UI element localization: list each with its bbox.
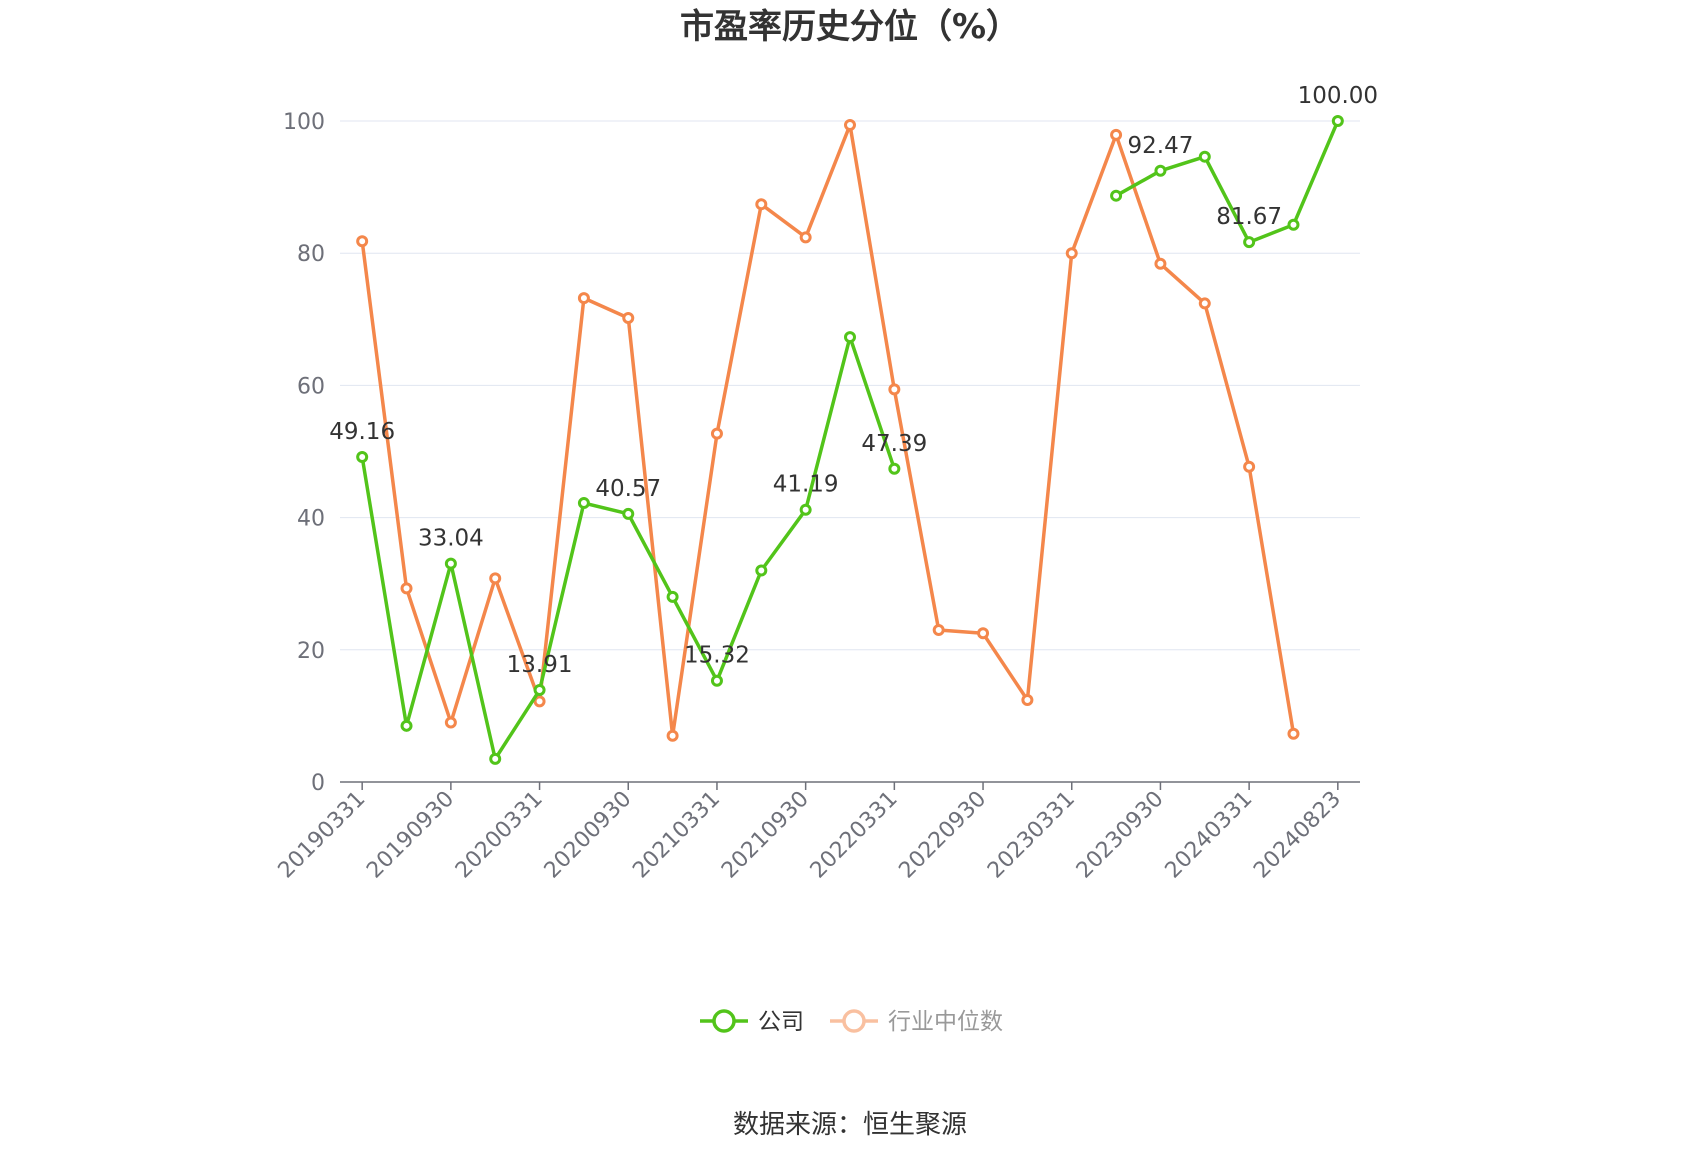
data-point (1243, 236, 1256, 249)
data-point (1198, 150, 1211, 163)
data-point (799, 503, 812, 516)
x-tick-label: 20210331 (628, 787, 725, 884)
y-tick-label: 0 (311, 771, 325, 796)
legend-label: 行业中位数 (888, 1009, 1003, 1035)
data-label: 33.04 (418, 526, 484, 552)
x-tick-label: 20200930 (540, 787, 637, 884)
data-point (356, 451, 369, 464)
data-point (799, 231, 812, 244)
x-tick-label: 20230331 (983, 787, 1080, 884)
source-note: 数据来源：恒生聚源 (733, 1110, 967, 1140)
data-label: 92.47 (1128, 133, 1194, 159)
x-tick-label: 20240331 (1161, 787, 1258, 884)
y-tick-label: 100 (283, 110, 325, 135)
data-label: 15.32 (684, 643, 750, 669)
data-point (1287, 218, 1300, 231)
data-point (1154, 257, 1167, 270)
chart-title: 市盈率历史分位（%） (680, 7, 1020, 47)
x-tick-label: 20220930 (894, 787, 991, 884)
data-point (1110, 128, 1123, 141)
legend-item[interactable]: 公司 (700, 1009, 804, 1035)
x-tick-label: 20230930 (1072, 787, 1169, 884)
y-tick-label: 40 (297, 507, 325, 532)
data-label: 100.00 (1298, 83, 1378, 109)
y-axis: 0 20 40 60 80 100 (283, 110, 325, 796)
legend[interactable]: 公司 行业中位数 (700, 1009, 1003, 1035)
data-labels: 49.16 33.04 13.91 40.57 15.32 41.19 47.39 92.47… (329, 83, 1378, 678)
grid-lines (340, 120, 1360, 651)
data-label: 47.39 (861, 431, 927, 457)
legend-item[interactable]: 行业中位数 (830, 1009, 1003, 1035)
data-point (844, 118, 856, 131)
x-axis: 2019033120190930202003312020093020210331… (274, 781, 1360, 884)
data-point (1287, 727, 1300, 740)
data-label: 41.19 (773, 472, 839, 498)
series-line (360, 123, 1296, 738)
series-line (1115, 120, 1340, 244)
data-point (755, 564, 768, 577)
data-point (622, 507, 635, 520)
data-point (932, 623, 945, 636)
data-point (1154, 164, 1167, 177)
data-point (755, 198, 768, 211)
y-tick-label: 20 (297, 639, 325, 664)
data-point (666, 729, 679, 742)
data-point (977, 627, 990, 640)
data-point (400, 582, 413, 595)
data-point (1243, 460, 1256, 473)
data-point (577, 292, 590, 305)
data-point (489, 752, 502, 765)
legend-label: 公司 (758, 1009, 804, 1035)
data-point (888, 383, 901, 396)
x-tick-label: 20200331 (451, 787, 548, 884)
x-tick-label: 20210930 (717, 787, 814, 884)
data-point (444, 557, 457, 570)
x-tick-label: 20220331 (806, 787, 903, 884)
series-行业中位数 (356, 118, 1300, 742)
data-point (577, 497, 590, 510)
data-label: 49.16 (329, 419, 395, 445)
y-tick-label: 80 (297, 242, 325, 267)
data-point (710, 674, 723, 687)
y-tick-label: 60 (297, 374, 325, 399)
data-point (710, 427, 723, 440)
data-point (622, 311, 635, 324)
x-tick-label: 20190331 (274, 787, 371, 884)
data-point (666, 590, 679, 603)
data-point (533, 695, 546, 708)
data-point (1198, 297, 1211, 310)
data-point (444, 716, 457, 729)
data-point (1021, 694, 1034, 707)
data-point (1331, 115, 1344, 127)
data-point (1065, 247, 1078, 260)
series-公司 (356, 115, 1344, 765)
data-point (400, 719, 413, 732)
x-tick-label: 20190930 (362, 787, 459, 884)
data-label: 81.67 (1216, 204, 1282, 230)
data-point (533, 684, 546, 697)
legend-marker (842, 1009, 866, 1033)
data-point (1110, 189, 1123, 202)
data-point (888, 462, 901, 475)
data-label: 40.57 (595, 476, 661, 502)
data-point (489, 572, 502, 585)
data-label: 13.91 (507, 652, 573, 678)
data-point (356, 235, 369, 248)
data-point (844, 331, 856, 344)
series-group (356, 115, 1344, 765)
legend-marker (712, 1009, 736, 1033)
x-tick-label: 20240823 (1249, 787, 1346, 884)
